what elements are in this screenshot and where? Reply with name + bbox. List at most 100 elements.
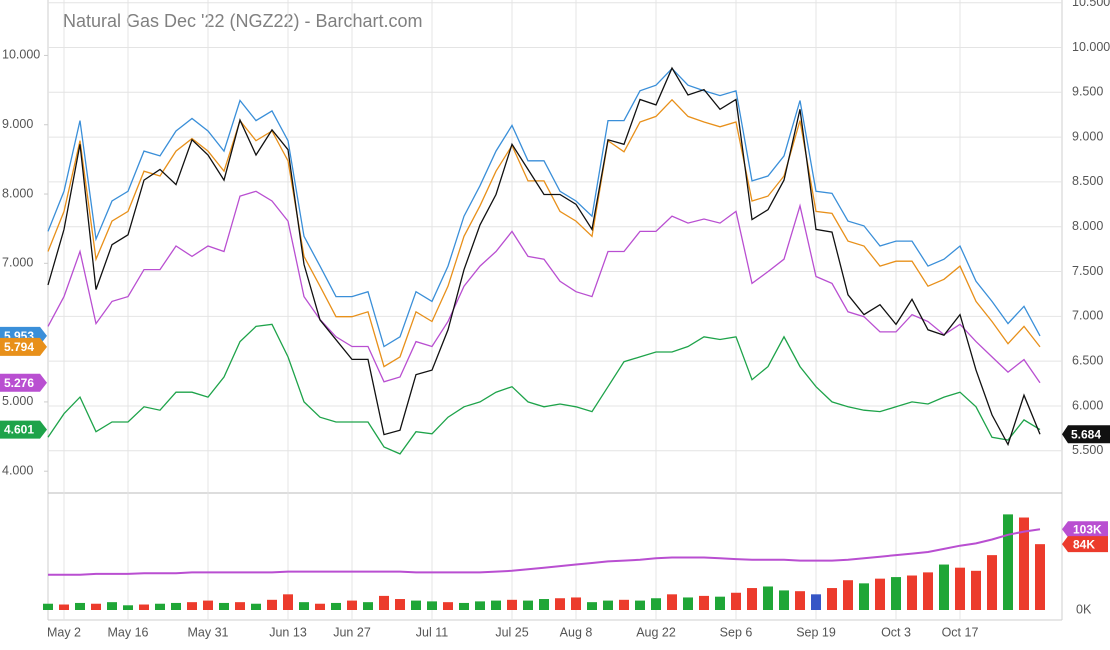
volume-average-line xyxy=(48,528,1041,576)
volume-bar xyxy=(235,602,245,610)
volume-bar xyxy=(443,602,453,610)
volume-bar xyxy=(747,588,757,610)
last-value-tag xyxy=(0,337,47,356)
last-value-tag xyxy=(0,373,47,392)
volume-bar xyxy=(203,600,213,610)
volume-bar xyxy=(859,583,869,610)
y2-tick-label: 9.000 xyxy=(1072,129,1103,143)
volume-bar xyxy=(875,578,885,610)
volume-tag-label: 84K xyxy=(1073,537,1095,551)
volume-bar xyxy=(379,595,389,610)
volume-bar xyxy=(123,605,133,610)
volume-bar xyxy=(347,600,357,610)
price-line xyxy=(47,98,1041,368)
last-value-tag xyxy=(0,420,47,439)
last-value-label: 5.684 xyxy=(1071,427,1101,441)
y2-tick-label: 8.500 xyxy=(1072,174,1103,188)
volume-bar xyxy=(539,599,549,610)
volume-bar xyxy=(811,594,821,610)
volume-bar xyxy=(43,603,53,610)
y2-tick-label: 10.000 xyxy=(1072,40,1110,54)
y2-tick-label: 6.000 xyxy=(1072,398,1103,412)
volume-bar xyxy=(363,602,373,610)
volume-bar xyxy=(395,599,405,610)
y2-tick-label: 7.000 xyxy=(1072,309,1103,323)
volume-bar xyxy=(619,599,629,610)
volume-bar xyxy=(59,604,69,610)
volume-bar xyxy=(475,601,485,610)
volume-bar xyxy=(427,601,437,610)
volume-bar xyxy=(587,602,597,610)
volume-bar xyxy=(139,604,149,610)
volume-bar xyxy=(731,592,741,610)
volume-bar xyxy=(603,600,613,610)
volume-bar xyxy=(667,594,677,610)
volume-bar xyxy=(795,591,805,610)
x-tick-label: Jul 25 xyxy=(495,625,528,639)
volume-bar xyxy=(267,599,277,610)
y-tick-label: 4.000 xyxy=(2,464,33,478)
volume-bar xyxy=(507,599,517,610)
volume-tag xyxy=(1062,536,1108,553)
volume-bar xyxy=(907,575,917,610)
volume-bar xyxy=(683,597,693,610)
volume-bar xyxy=(299,602,309,610)
volume-bar xyxy=(699,595,709,610)
volume-bar xyxy=(411,600,421,610)
x-tick-label: May 2 xyxy=(47,625,81,639)
volume-bar xyxy=(651,598,661,610)
x-tick-label: Sep 6 xyxy=(720,625,753,639)
volume-bar xyxy=(843,580,853,610)
volume-bar xyxy=(331,602,341,610)
price-line xyxy=(47,66,1041,447)
volume-bar xyxy=(971,570,981,610)
x-tick-label: Jun 27 xyxy=(333,625,371,639)
volume-bar xyxy=(315,603,325,610)
volume-bar xyxy=(635,600,645,610)
volume-bar xyxy=(555,598,565,610)
x-tick-label: Aug 22 xyxy=(636,625,676,639)
volume-bar xyxy=(491,600,501,610)
price-line xyxy=(47,190,1041,384)
volume-bar xyxy=(571,597,581,610)
y2-tick-label: 6.500 xyxy=(1072,353,1103,367)
last-value-tag xyxy=(1062,425,1110,444)
chart-title: Natural Gas Dec '22 (NGZ22) - Barchart.c… xyxy=(63,11,423,31)
volume-bar xyxy=(155,603,165,610)
volume-bar xyxy=(523,600,533,610)
y-tick-label: 5.000 xyxy=(2,394,33,408)
x-tick-label: Jun 13 xyxy=(269,625,307,639)
y-tick-label: 7.000 xyxy=(2,256,33,270)
x-tick-label: Oct 17 xyxy=(942,625,979,639)
volume-bar xyxy=(91,603,101,610)
volume-bar xyxy=(923,572,933,610)
volume-bar xyxy=(75,602,85,610)
volume-bar xyxy=(107,602,117,610)
volume-bar xyxy=(1035,544,1045,610)
volume-bar xyxy=(779,590,789,610)
volume-bar xyxy=(939,564,949,610)
volume-bar xyxy=(891,577,901,610)
price-line xyxy=(47,67,1041,348)
y2-tick-label: 8.000 xyxy=(1072,219,1103,233)
x-tick-label: May 31 xyxy=(188,625,229,639)
last-value-label: 5.276 xyxy=(4,376,34,390)
volume-bar xyxy=(827,588,837,610)
price-line xyxy=(47,323,1041,455)
x-tick-label: Jul 11 xyxy=(416,625,448,639)
volume-tag xyxy=(1062,521,1108,538)
x-tick-label: Aug 8 xyxy=(560,625,593,639)
y2-tick-label: 10.500 xyxy=(1072,0,1110,9)
volume-bar xyxy=(955,567,965,610)
volume-bar xyxy=(987,555,997,610)
y-tick-label: 8.000 xyxy=(2,186,33,200)
volume-tag-label: 103K xyxy=(1073,522,1102,536)
volume-bar xyxy=(715,596,725,610)
y2-tick-label: 9.500 xyxy=(1072,85,1103,99)
y2-tick-label: 7.500 xyxy=(1072,264,1103,278)
volume-bar xyxy=(187,602,197,610)
volume-bar xyxy=(171,602,181,610)
volume-bar xyxy=(1019,517,1029,610)
